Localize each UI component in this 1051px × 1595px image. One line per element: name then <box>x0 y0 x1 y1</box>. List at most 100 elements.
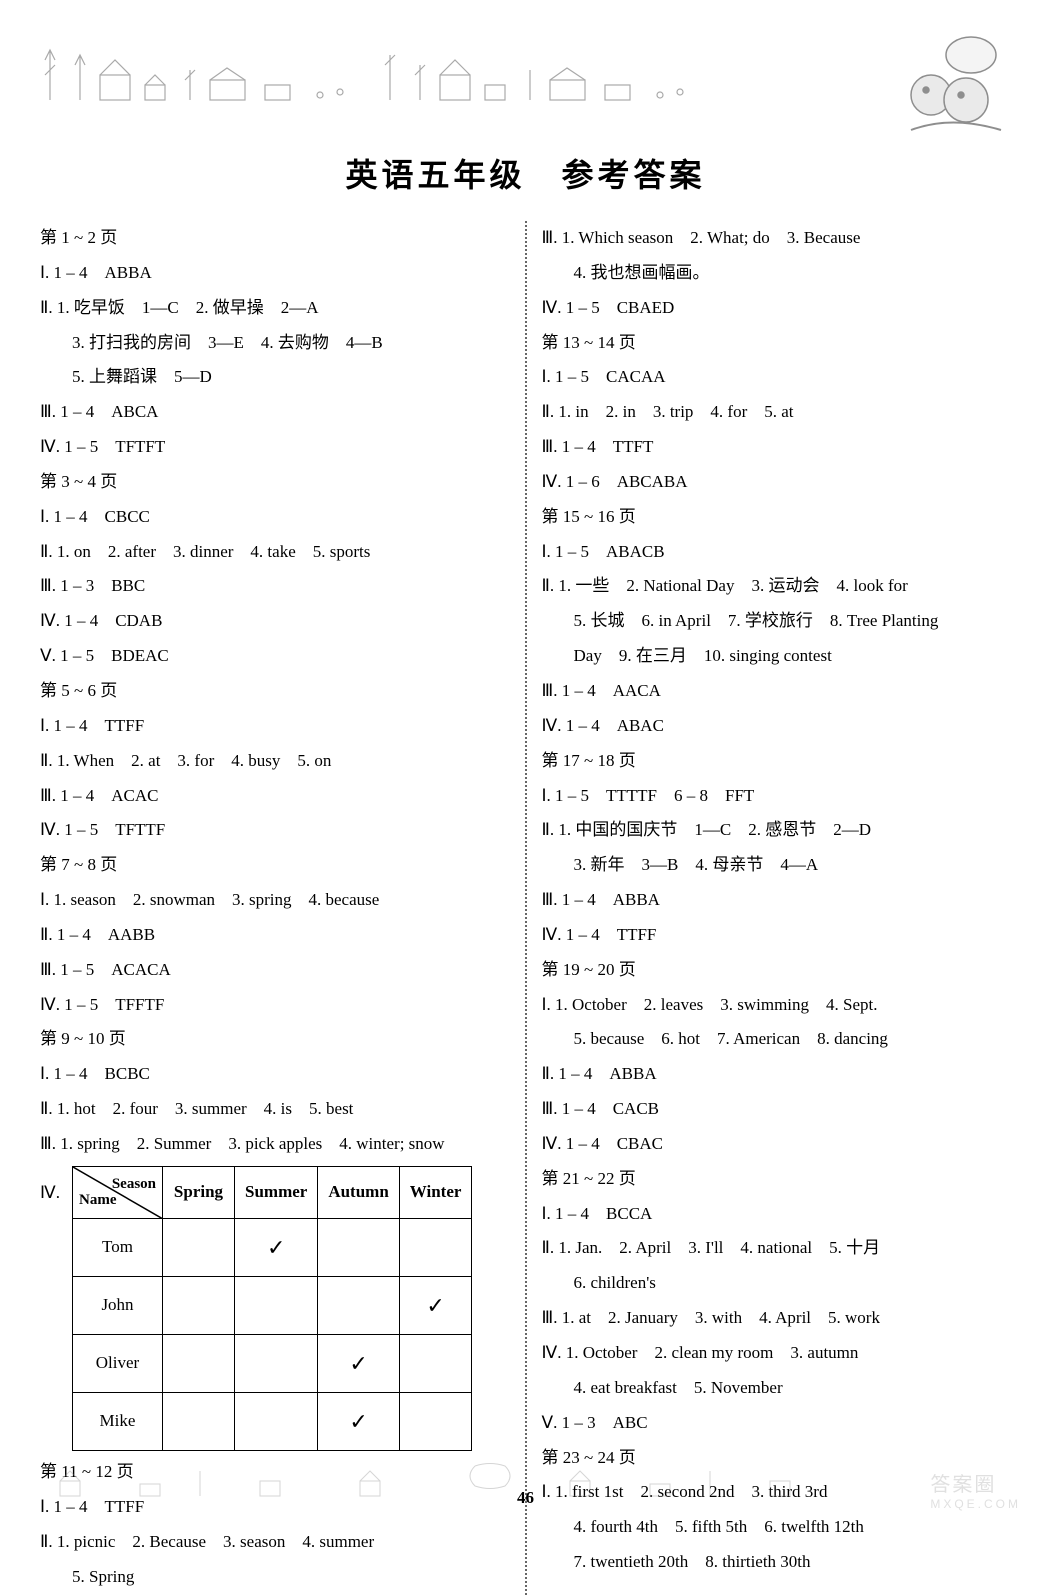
table-cell <box>318 1218 399 1276</box>
answer-line: 5. 上舞蹈课 5—D <box>40 360 510 395</box>
answer-line: 第 19 ~ 20 页 <box>542 953 1012 988</box>
answer-line: Ⅱ. 1. hot 2. four 3. summer 4. is 5. bes… <box>40 1092 510 1127</box>
diag-top: Season <box>112 1169 156 1200</box>
answer-line: Ⅰ. 1 – 4 CBCC <box>40 500 510 535</box>
answer-line: Ⅱ. 1. on 2. after 3. dinner 4. take 5. s… <box>40 535 510 570</box>
answer-line: Ⅲ. 1 – 4 ACAC <box>40 779 510 814</box>
table-row-name: Tom <box>73 1218 163 1276</box>
table-cell <box>163 1334 235 1392</box>
check-icon: ✓ <box>349 1409 367 1434</box>
table-row: John✓ <box>73 1276 472 1334</box>
answer-line: 4. eat breakfast 5. November <box>542 1371 1012 1406</box>
table-cell <box>399 1334 472 1392</box>
answer-line: Ⅳ. 1 – 4 CDAB <box>40 604 510 639</box>
answer-line: Ⅱ. 1. Jan. 2. April 3. I'll 4. national … <box>542 1231 1012 1266</box>
answer-line: Ⅲ. 1 – 4 TTFT <box>542 430 1012 465</box>
table-cell: ✓ <box>318 1393 399 1451</box>
answer-line: Ⅱ. 1. picnic 2. Because 3. season 4. sum… <box>40 1525 510 1560</box>
table-cell <box>163 1276 235 1334</box>
answer-line: 第 3 ~ 4 页 <box>40 465 510 500</box>
header-decoration <box>40 30 940 110</box>
answer-line: 5. Spring <box>40 1560 510 1595</box>
answer-line: Ⅲ. 1 – 4 AACA <box>542 674 1012 709</box>
answer-line: Ⅲ. 1 – 4 CACB <box>542 1092 1012 1127</box>
table-row-name: Oliver <box>73 1334 163 1392</box>
answer-line: Ⅳ. 1 – 4 CBAC <box>542 1127 1012 1162</box>
table-row-name: Mike <box>73 1393 163 1451</box>
answer-line: Ⅱ. 1. 吃早饭 1—C 2. 做早操 2—A <box>40 291 510 326</box>
page-number: 46 <box>517 1488 534 1508</box>
page-title: 英语五年级 参考答案 <box>0 150 1051 196</box>
answer-line: 3. 新年 3—B 4. 母亲节 4—A <box>542 848 1012 883</box>
answer-line: 3. 打扫我的房间 3—E 4. 去购物 4—B <box>40 326 510 361</box>
table-col-header: Winter <box>399 1166 472 1218</box>
answer-line: Ⅴ. 1 – 3 ABC <box>542 1406 1012 1441</box>
answer-line: 第 5 ~ 6 页 <box>40 674 510 709</box>
table-row: Tom ✓ <box>73 1218 472 1276</box>
answer-line: Ⅰ. 1 – 4 BCBC <box>40 1057 510 1092</box>
answer-line: 第 21 ~ 22 页 <box>542 1162 1012 1197</box>
answer-line: 第 13 ~ 14 页 <box>542 326 1012 361</box>
answer-line: 第 7 ~ 8 页 <box>40 848 510 883</box>
table-col-header: Summer <box>235 1166 318 1218</box>
table-diag-header: SeasonName <box>73 1166 163 1218</box>
answer-line: Ⅱ. 1 – 4 ABBA <box>542 1057 1012 1092</box>
answer-line: Ⅲ. 1 – 5 ACACA <box>40 953 510 988</box>
table-cell <box>399 1218 472 1276</box>
table-cell: ✓ <box>235 1218 318 1276</box>
watermark: 答案圈 MXQE.COM <box>930 1468 1021 1511</box>
answer-line: Ⅳ. 1 – 5 CBAED <box>542 291 1012 326</box>
table-cell <box>235 1393 318 1451</box>
answer-line: Ⅰ. 1 – 4 ABBA <box>40 256 510 291</box>
answer-line: 5. because 6. hot 7. American 8. dancing <box>542 1022 1012 1057</box>
answer-line: Ⅲ. 1 – 3 BBC <box>40 569 510 604</box>
answer-line: Ⅳ. 1 – 6 ABCABA <box>542 465 1012 500</box>
answer-line: Ⅱ. 1. 中国的国庆节 1—C 2. 感恩节 2—D <box>542 813 1012 848</box>
answer-line: Ⅰ. 1 – 4 TTFF <box>40 709 510 744</box>
answer-line: Ⅳ. 1 – 5 TFTFT <box>40 430 510 465</box>
answer-line: Ⅲ. 1 – 4 ABBA <box>542 883 1012 918</box>
left-column: 第 1 ~ 2 页Ⅰ. 1 – 4 ABBAⅡ. 1. 吃早饭 1—C 2. 做… <box>40 221 525 1595</box>
table-cell: ✓ <box>399 1276 472 1334</box>
answer-line: 第 17 ~ 18 页 <box>542 744 1012 779</box>
season-table: SeasonNameSpringSummerAutumnWinterTom✓Jo… <box>72 1166 472 1451</box>
table-cell <box>163 1393 235 1451</box>
answer-line: 7. twentieth 20th 8. thirtieth 30th <box>542 1545 1012 1580</box>
answer-line: 第 1 ~ 2 页 <box>40 221 510 256</box>
check-icon: ✓ <box>426 1293 444 1318</box>
answer-line: Ⅰ. 1. season 2. snowman 3. spring 4. bec… <box>40 883 510 918</box>
answer-line: Ⅱ. 1 – 4 AABB <box>40 918 510 953</box>
answer-line: Ⅱ. 1. When 2. at 3. for 4. busy 5. on <box>40 744 510 779</box>
answer-line: Ⅱ. 1. 一些 2. National Day 3. 运动会 4. look … <box>542 569 1012 604</box>
table-cell: ✓ <box>318 1334 399 1392</box>
table-cell <box>235 1334 318 1392</box>
watermark-main: 答案圈 <box>930 1474 996 1496</box>
table-row: Mike ✓ <box>73 1393 472 1451</box>
table-cell <box>235 1276 318 1334</box>
answer-line: 4. 我也想画幅画。 <box>542 256 1012 291</box>
answer-line: Ⅳ. 1 – 5 TFTTF <box>40 813 510 848</box>
section-iv-label: Ⅳ. <box>40 1166 72 1211</box>
page-header <box>0 0 1051 120</box>
answer-line: Ⅳ. 1 – 4 TTFF <box>542 918 1012 953</box>
content-columns: 第 1 ~ 2 页Ⅰ. 1 – 4 ABBAⅡ. 1. 吃早饭 1—C 2. 做… <box>0 221 1051 1595</box>
answer-line: Ⅲ. 1. spring 2. Summer 3. pick apples 4.… <box>40 1127 510 1162</box>
answer-line: Ⅰ. 1 – 4 BCCA <box>542 1197 1012 1232</box>
answer-line: Ⅳ. 1. October 2. clean my room 3. autumn <box>542 1336 1012 1371</box>
answer-line: 第 9 ~ 10 页 <box>40 1022 510 1057</box>
answer-line: 6. children's <box>542 1266 1012 1301</box>
table-cell <box>318 1276 399 1334</box>
answer-line: Ⅰ. 1. October 2. leaves 3. swimming 4. S… <box>542 988 1012 1023</box>
table-col-header: Spring <box>163 1166 235 1218</box>
corner-illustration <box>881 30 1021 140</box>
right-column: Ⅲ. 1. Which season 2. What; do 3. Becaus… <box>525 221 1012 1595</box>
check-icon: ✓ <box>349 1351 367 1376</box>
answer-line: Ⅳ. 1 – 5 TFFTF <box>40 988 510 1023</box>
table-cell <box>163 1218 235 1276</box>
table-col-header: Autumn <box>318 1166 399 1218</box>
answer-line: Day 9. 在三月 10. singing contest <box>542 639 1012 674</box>
answer-line: Ⅱ. 1. in 2. in 3. trip 4. for 5. at <box>542 395 1012 430</box>
answer-line: Ⅲ. 1. at 2. January 3. with 4. April 5. … <box>542 1301 1012 1336</box>
answer-line: Ⅰ. 1 – 5 CACAA <box>542 360 1012 395</box>
answer-line: Ⅰ. 1 – 5 TTTTF 6 – 8 FFT <box>542 779 1012 814</box>
